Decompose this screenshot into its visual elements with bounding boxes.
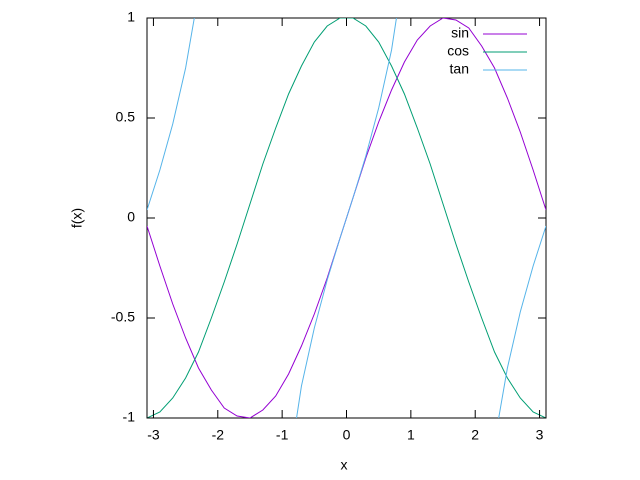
x-tick-label: 3 — [536, 427, 544, 443]
y-tick-label: -0.5 — [111, 309, 135, 325]
x-tick-label: 0 — [343, 427, 351, 443]
legend-label: tan — [450, 61, 469, 77]
y-tick-label: 0 — [127, 209, 135, 225]
x-tick-label: 1 — [407, 427, 415, 443]
x-axis-label: x — [341, 457, 348, 473]
legend-label: sin — [451, 25, 469, 41]
series-line — [147, 18, 546, 418]
plot-area — [147, 18, 546, 418]
x-tick-label: -1 — [276, 427, 289, 443]
series-line — [147, 18, 546, 418]
y-axis-label: f(x) — [69, 208, 85, 228]
y-tick-label: 1 — [127, 9, 135, 25]
x-tick-label: -2 — [212, 427, 225, 443]
legend-label: cos — [447, 43, 469, 59]
y-tick-label: 0.5 — [116, 109, 136, 125]
x-tick-label: 2 — [471, 427, 479, 443]
x-tick-label: -3 — [147, 427, 160, 443]
y-tick-label: -1 — [123, 409, 136, 425]
